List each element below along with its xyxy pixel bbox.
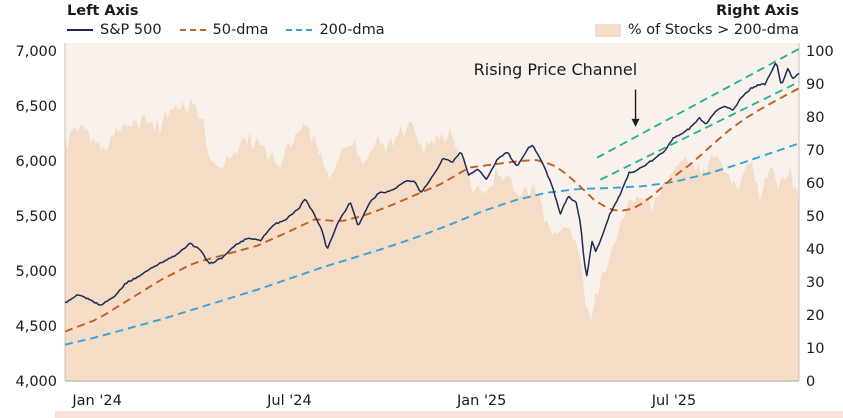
x-tick-jan-25: Jan '25 <box>456 393 506 409</box>
legend-label-50-dma: 50-dma <box>212 22 269 38</box>
right-axis-legend: Right Axis % of Stocks > 200-dma <box>594 2 799 38</box>
y-right-tick-90: 90 <box>806 77 824 93</box>
legend-item-50-dma: 50-dma <box>179 22 269 38</box>
x-tick-jan-24: Jan '24 <box>71 393 121 409</box>
legend-swatch-50-dma <box>179 29 206 31</box>
y-left-tick-6000: 6,000 <box>15 154 57 170</box>
legend-swatch-of-stocks-200-dma <box>594 23 621 37</box>
legend-label-of-stocks-200-dma: % of Stocks > 200-dma <box>627 22 799 38</box>
y-right-tick-40: 40 <box>806 242 824 258</box>
y-left-tick-4500: 4,500 <box>15 319 57 335</box>
y-right-tick-10: 10 <box>806 341 824 357</box>
dma200-line <box>64 142 800 346</box>
y-right-tick-100: 100 <box>806 44 834 60</box>
y-right-tick-0: 0 <box>806 374 815 390</box>
right-legend-row: % of Stocks > 200-dma <box>594 22 799 38</box>
y-left-tick-7000: 7,000 <box>15 44 57 60</box>
y-left-tick-4000: 4,000 <box>15 374 57 390</box>
y-right-tick-70: 70 <box>806 143 824 159</box>
legend-item-of-stocks-200-dma: % of Stocks > 200-dma <box>594 22 799 38</box>
channel-lower-line <box>599 80 800 181</box>
y-left-tick-5500: 5,500 <box>15 209 57 225</box>
y-right-tick-80: 80 <box>806 110 824 126</box>
legend-item-s-p-500: S&P 500 <box>67 22 162 38</box>
y-left-tick-6500: 6,500 <box>15 99 57 115</box>
y-left-tick-5000: 5,000 <box>15 264 57 280</box>
legend-swatch-200-dma <box>286 29 313 31</box>
pct-above-200dma-area <box>65 97 799 381</box>
annotation-arrow-head <box>631 118 640 127</box>
y-right-tick-50: 50 <box>806 209 824 225</box>
legend-swatch-s-p-500 <box>67 29 93 31</box>
y-right-tick-20: 20 <box>806 308 824 324</box>
sp500-line <box>64 62 800 306</box>
legend-item-200-dma: 200-dma <box>286 22 385 38</box>
channel-upper-line <box>596 48 800 159</box>
right-axis-title: Right Axis <box>716 3 799 19</box>
x-tick-jul-24: Jul '24 <box>266 393 312 409</box>
left-legend-row: S&P 500 50-dma 200-dma <box>67 22 385 38</box>
left-axis-legend: Left Axis S&P 500 50-dma 200-dma <box>67 2 385 38</box>
y-right-tick-60: 60 <box>806 176 824 192</box>
left-axis-title: Left Axis <box>67 3 139 19</box>
bottom-strip <box>55 411 843 418</box>
y-right-tick-30: 30 <box>806 275 824 291</box>
legend-label-200-dma: 200-dma <box>319 22 385 38</box>
annotation-rising-price-channel: Rising Price Channel <box>474 60 638 79</box>
legend-label-s-p-500: S&P 500 <box>100 22 162 38</box>
x-tick-jul-25: Jul '25 <box>651 393 697 409</box>
